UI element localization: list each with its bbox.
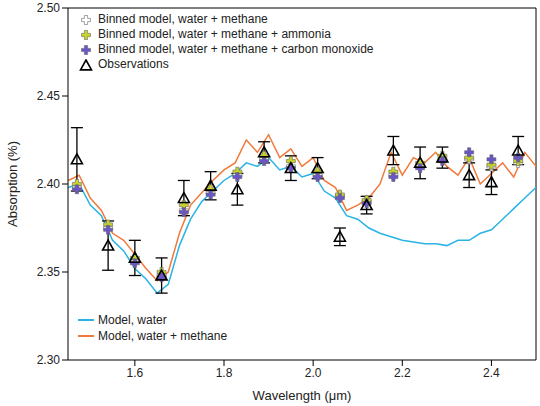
html-text:Model, water + methane: Model, water + methane [98, 329, 228, 343]
svg-text:1.8: 1.8 [216, 366, 233, 380]
svg-text:2.35: 2.35 [37, 265, 61, 279]
svg-text:2.4: 2.4 [483, 366, 500, 380]
svg-text:2.40: 2.40 [37, 177, 61, 191]
html-text:Model, water: Model, water [98, 313, 167, 327]
html-text:Binned model, water + methane: Binned model, water + methane + carbon m… [98, 42, 374, 56]
html-text:Binned model, water + methane: Binned model, water + methane [98, 12, 268, 26]
svg-text:Wavelength (μm): Wavelength (μm) [253, 388, 352, 403]
html-text:Binned model, water + methane: Binned model, water + methane + ammonia [98, 27, 331, 41]
svg-text:Absorption (%): Absorption (%) [8, 141, 20, 227]
svg-text:1.6: 1.6 [127, 366, 144, 380]
svg-text:2.0: 2.0 [305, 366, 322, 380]
svg-text:2.2: 2.2 [394, 366, 411, 380]
svg-text:2.30: 2.30 [37, 353, 61, 367]
svg-text:2.50: 2.50 [37, 1, 61, 15]
svg-text:2.45: 2.45 [37, 89, 61, 103]
html-text:Observations: Observations [98, 57, 169, 71]
